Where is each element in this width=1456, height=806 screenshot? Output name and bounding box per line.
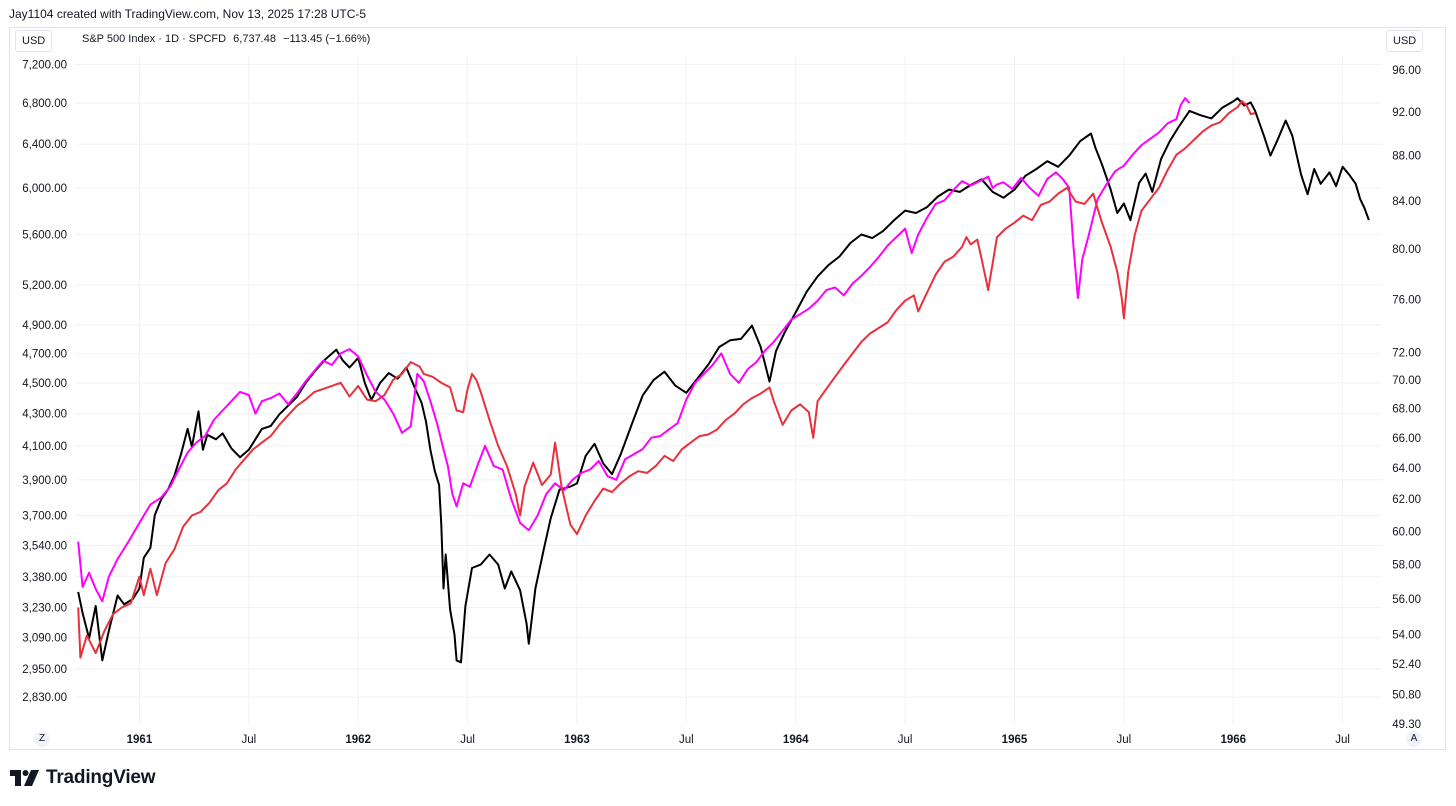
left-price-axis: 7,200.00 6,800.00 6,400.00 6,000.00 5,600.00… [22,59,67,704]
symbol-legend: S&P 500 Index · 1D · SPCFD 6,737.48 −113… [82,33,370,45]
right-price-tick-label: 92.00 [1392,107,1421,119]
left-price-tick-label: 6,800.00 [22,98,67,110]
left-price-tick-label: 3,700.00 [22,510,67,522]
time-tick-label: Jul [460,734,475,746]
left-price-tick-label: 3,230.00 [22,603,67,615]
tradingview-brand[interactable]: TradingView [10,767,156,789]
left-price-tick-label: 6,400.00 [22,139,67,151]
right-price-tick-label: 49.30 [1392,719,1421,731]
right-price-tick-label: 66.00 [1392,433,1421,445]
right-price-tick-label: 52.40 [1392,659,1421,671]
right-price-tick-label: 58.00 [1392,560,1421,572]
time-tick-label: 1964 [783,734,809,746]
left-price-tick-label: 3,380.00 [22,572,67,584]
right-price-tick-label: 88.00 [1392,151,1421,163]
last-price: 6,737.48 [233,33,276,45]
right-price-tick-label: 56.00 [1392,594,1421,606]
left-price-tick-label: 2,950.00 [22,664,67,676]
left-price-tick-label: 4,300.00 [22,409,67,421]
time-axis: 1961 Jul 1962 Jul 1963 Jul 1964 Jul 1965 Jul 1966 J… [127,734,1350,746]
left-price-tick-label: 7,200.00 [22,59,67,71]
chart-frame [9,27,1446,750]
price-change: −113.45 (−1.66%) [283,33,371,45]
left-price-tick-label: 4,100.00 [22,441,67,453]
chart-credit: Jay1104 created with TradingView.com, No… [9,7,367,21]
left-price-tick-label: 3,900.00 [22,475,67,487]
right-currency-button[interactable]: USD [1386,30,1424,52]
right-price-tick-label: 68.00 [1392,404,1421,416]
right-price-tick-label: 96.00 [1392,65,1421,77]
series-line-3 [77,100,1256,659]
right-price-tick-label: 72.00 [1392,347,1421,359]
zoom-reset-button[interactable]: Z [34,731,50,747]
left-price-tick-label: 5,600.00 [22,230,67,242]
left-price-tick-label: 4,500.00 [22,378,67,390]
time-tick-label: Jul [1335,734,1350,746]
left-price-tick-label: 4,900.00 [22,320,67,332]
right-price-tick-label: 84.00 [1392,196,1421,208]
right-price-tick-label: 76.00 [1392,294,1421,306]
right-price-tick-label: 64.00 [1392,463,1421,475]
time-tick-label: 1961 [127,734,153,746]
right-price-tick-label: 62.00 [1392,494,1421,506]
chart-series [77,97,1370,664]
right-price-tick-label: 80.00 [1392,244,1421,256]
right-price-axis: 96.00 92.00 88.00 84.00 80.00 76.00 72.00 70.00… [1392,65,1421,731]
left-price-tick-label: 3,090.00 [22,633,67,645]
time-tick-label: 1966 [1220,734,1246,746]
series-line-1 [77,97,1370,664]
right-price-tick-label: 70.00 [1392,375,1421,387]
chart-grid [76,55,1382,724]
left-currency-button[interactable]: USD [15,30,53,52]
series-line-2 [77,97,1191,603]
time-tick-label: 1963 [564,734,590,746]
left-price-tick-label: 3,540.00 [22,540,67,552]
left-price-tick-label: 2,830.00 [22,692,67,704]
time-tick-label: 1962 [345,734,371,746]
time-tick-label: Jul [1117,734,1132,746]
time-tick-label: 1965 [1002,734,1028,746]
right-price-tick-label: 50.80 [1392,690,1421,702]
symbol-title: S&P 500 Index · 1D · SPCFD [82,33,227,45]
right-price-tick-label: 60.00 [1392,526,1421,538]
brand-name: TradingView [46,767,156,788]
time-tick-label: Jul [679,734,694,746]
auto-scale-button[interactable]: A [1406,731,1422,747]
time-tick-label: Jul [241,734,256,746]
left-price-tick-label: 5,200.00 [22,280,67,292]
right-price-tick-label: 54.00 [1392,630,1421,642]
time-tick-label: Jul [898,734,913,746]
tradingview-logo-icon [10,770,39,786]
left-price-tick-label: 4,700.00 [22,348,67,360]
left-price-tick-label: 6,000.00 [22,183,67,195]
